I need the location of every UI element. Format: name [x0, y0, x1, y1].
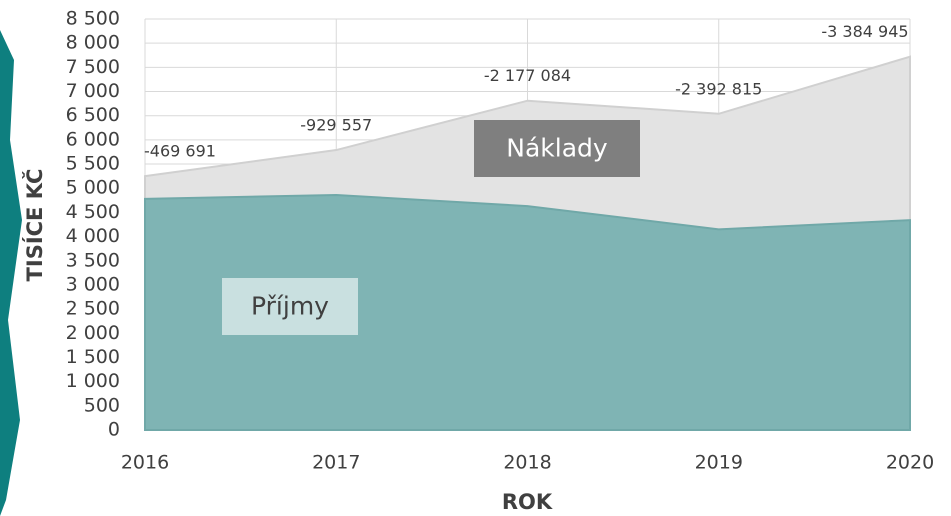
legend-box — [222, 278, 358, 335]
y-tick-label: 1 500 — [66, 346, 120, 368]
y-tick-label: 6 000 — [66, 128, 120, 150]
annotation: -3 384 945 — [821, 22, 908, 41]
decoration — [0, 30, 22, 516]
x-tick-label: 2016 — [121, 452, 169, 474]
y-tick-label: 6 500 — [66, 104, 120, 126]
y-tick-label: 0 — [108, 419, 120, 441]
y-tick-label: 7 500 — [66, 56, 120, 78]
y-axis-title: TISÍCE KČ — [22, 169, 47, 282]
annotation: -469 691 — [144, 142, 216, 161]
y-tick-label: 3 000 — [66, 273, 120, 295]
areas — [144, 55, 911, 431]
y-tick-label: 5 500 — [66, 153, 120, 175]
area — [144, 194, 911, 431]
x-axis-title: ROK — [502, 490, 553, 514]
y-tick-label: 2 500 — [66, 298, 120, 320]
x-tick-label: 2019 — [695, 452, 743, 474]
legend-label: Příjmy — [251, 292, 329, 321]
annotation: -929 557 — [300, 116, 372, 135]
y-tick-label: 3 500 — [66, 249, 120, 271]
y-tick-label: 4 000 — [66, 225, 120, 247]
annotation: -2 177 084 — [484, 66, 571, 85]
legend-box — [474, 120, 640, 177]
y-tick-label: 7 000 — [66, 80, 120, 102]
x-tick-label: 2017 — [312, 452, 360, 474]
y-tick-label: 2 000 — [66, 322, 120, 344]
x-tick-label: 2020 — [886, 452, 934, 474]
y-tick-label: 500 — [84, 394, 120, 416]
y-tick-label: 4 500 — [66, 201, 120, 223]
y-tick-label: 8 000 — [66, 32, 120, 54]
y-tick-label: 8 500 — [66, 8, 120, 30]
x-tick-label: 2018 — [503, 452, 551, 474]
y-tick-label: 5 000 — [66, 177, 120, 199]
annotation: -2 392 815 — [675, 79, 762, 98]
y-tick-label: 1 000 — [66, 370, 120, 392]
legend-label: Náklady — [506, 134, 608, 163]
